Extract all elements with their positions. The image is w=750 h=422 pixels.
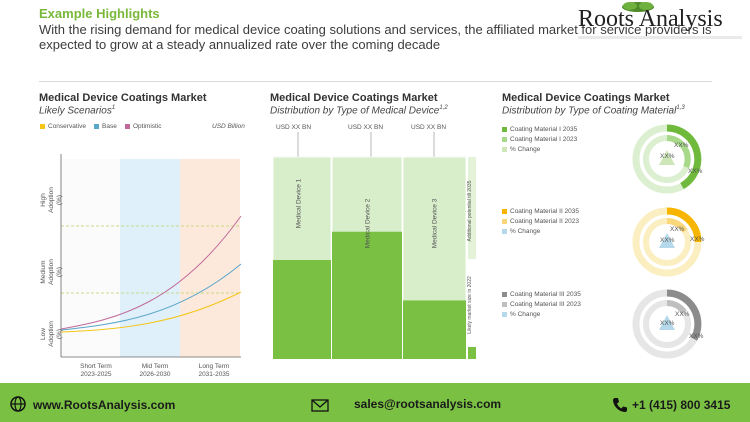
panel3-title: Medical Device Coatings Market (502, 92, 670, 104)
legend-optimistic: Optimistic (125, 123, 162, 130)
device-bar-2 (332, 231, 402, 359)
g3-change-label: XX% (660, 320, 675, 327)
phone-link[interactable]: +1 (415) 800 3415 (632, 398, 731, 412)
short-term-band (61, 159, 120, 357)
panel2-subtitle: Distribution by Type of Medical Device1,… (270, 105, 448, 117)
panel1-title: Medical Device Coatings Market (39, 92, 207, 104)
section-title: Example Highlights (39, 6, 160, 21)
usd-label-3: USD XX BN (411, 124, 447, 131)
phone-icon (612, 397, 628, 418)
g2-change-triangle (659, 233, 675, 248)
g1-legend-2035: Coating Material I 2035 (502, 126, 577, 133)
panel2-title: Medical Device Coatings Market (270, 92, 438, 104)
g1-donut (632, 124, 702, 194)
g2-outer-label: XX% (690, 236, 705, 243)
g1-inner-label: XX% (674, 142, 689, 149)
g2-legend-2035: Coating Material II 2035 (502, 208, 579, 215)
g2-legend-2023: Coating Material II 2023 (502, 218, 579, 225)
g3-change-triangle (659, 315, 675, 330)
x-label-short: Short Term 2023-2025 (80, 363, 112, 378)
g2-donut (632, 207, 702, 277)
base-line (60, 263, 242, 331)
size-bar (468, 347, 476, 359)
x-label-mid: Mid Term 2026-2030 (139, 363, 171, 378)
g1-legend-2023: Coating Material I 2023 (502, 136, 577, 143)
device-label-2: Medical Device 2 (364, 198, 372, 249)
g2-inner-label: XX% (670, 226, 685, 233)
device-bar-3 (403, 300, 466, 359)
legend-conservative: Conservative (40, 123, 86, 130)
g2-change-label: XX% (660, 237, 675, 244)
footer-bar (0, 383, 750, 422)
highlight-description: With the rising demand for medical devic… (39, 22, 712, 52)
potential-label: Additional potential till 2035 (467, 180, 473, 242)
header-divider (39, 81, 712, 82)
conservative-line (60, 291, 242, 333)
unit-label: USD Billion (212, 123, 245, 130)
device-label-1: Medical Device 1 (295, 178, 303, 229)
g3-outer-label: XX% (689, 333, 704, 340)
g1-change-label: XX% (660, 153, 675, 160)
email-link[interactable]: sales@rootsanalysis.com (354, 397, 502, 411)
g3-inner-label: XX% (675, 311, 690, 318)
y-label-low: Low Adoption (%) (40, 321, 63, 347)
g1-outer-label: XX% (688, 168, 703, 175)
device-bar-1 (273, 260, 331, 359)
mail-icon (311, 399, 329, 417)
y-label-high: High Adoption (%) (40, 187, 63, 213)
g3-legend-2035: Coating Material III 2035 (502, 291, 581, 298)
mid-term-band (120, 159, 180, 357)
optimistic-line (60, 215, 242, 330)
g1-legend-change: % Change (502, 146, 540, 153)
website-link[interactable]: www.RootsAnalysis.com (33, 398, 176, 412)
panel3-subtitle: Distribution by Type of Coating Material… (502, 105, 685, 117)
size-label: Likely market size in 2022 (467, 276, 473, 334)
tree-logo-icon (618, 0, 658, 18)
g3-donut (632, 289, 702, 359)
g2-legend-change: % Change (502, 228, 540, 235)
g3-legend-2023: Coating Material III 2023 (502, 301, 581, 308)
g3-legend-change: % Change (502, 311, 540, 318)
long-term-band (180, 159, 240, 357)
potential-bar (468, 157, 476, 259)
usd-label-2: USD XX BN (348, 124, 384, 131)
logo-underline (578, 36, 742, 39)
legend-base: Base (94, 123, 117, 130)
g1-change-triangle (659, 150, 675, 165)
panel1-subtitle: Likely Scenarios1 (39, 105, 116, 117)
device-label-3: Medical Device 3 (431, 198, 439, 249)
device-bar-chart (272, 132, 476, 360)
scenario-chart (60, 154, 242, 358)
globe-icon (10, 396, 26, 417)
y-label-medium: Medium Adoption (%) (40, 259, 63, 285)
usd-label-1: USD XX BN (276, 124, 312, 131)
x-label-long: Long Term 2031-2035 (198, 363, 230, 378)
logo-text[interactable]: Roots Analysis (578, 6, 723, 32)
